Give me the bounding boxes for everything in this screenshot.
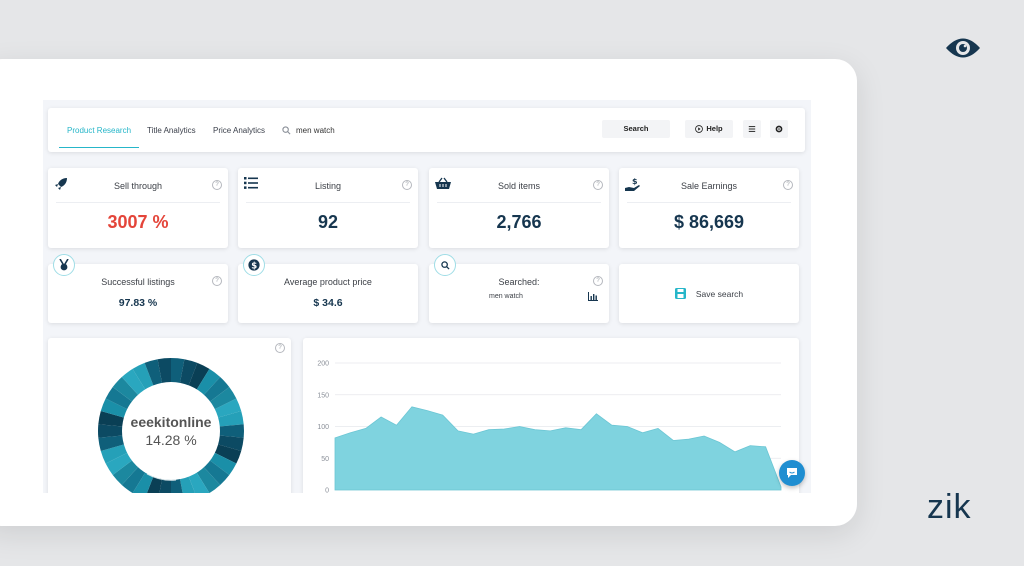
search-icon xyxy=(440,260,450,270)
sale-earnings-value: $ 86,669 xyxy=(673,212,745,232)
avg-price-value: $ 34.6 xyxy=(313,297,343,309)
sold-items-title: Sold items xyxy=(497,181,541,191)
y-tick-label: 0 xyxy=(325,488,329,494)
tab-product-research[interactable]: Product Research xyxy=(59,114,140,148)
play-icon xyxy=(695,125,704,133)
successful-listings-value: 97.83 % xyxy=(118,297,158,309)
medal-icon xyxy=(59,259,69,271)
save-icon xyxy=(674,288,686,299)
sale-earnings-title: Sale Earnings xyxy=(680,181,738,191)
listing-value: 92 xyxy=(317,212,339,232)
hand-dollar-icon: $ xyxy=(625,177,640,191)
searched-title: Searched: xyxy=(498,277,540,287)
help-circle-icon[interactable]: ? xyxy=(783,180,793,190)
zik-logo: zik xyxy=(927,488,972,526)
help-circle-icon[interactable]: ? xyxy=(212,180,222,190)
search-box[interactable]: men watch xyxy=(282,114,335,147)
avg-price-card: $ Average product price $ 34.6 xyxy=(238,254,418,323)
search-input[interactable]: men watch xyxy=(296,126,335,135)
basket-icon xyxy=(435,177,451,189)
divider xyxy=(56,202,220,203)
y-tick-label: 200 xyxy=(317,361,329,368)
divider xyxy=(246,202,410,203)
help-circle-icon[interactable]: ? xyxy=(402,180,412,190)
save-search-button[interactable]: Save search xyxy=(619,264,799,323)
svg-text:$: $ xyxy=(251,261,257,271)
donut-card: ? eeekitonline 14.28 % xyxy=(48,338,291,493)
help-label: Help xyxy=(706,124,723,133)
bar-chart-icon[interactable] xyxy=(588,292,598,301)
successful-listings-title: Successful listings xyxy=(101,277,175,287)
sliders-icon xyxy=(748,126,756,132)
filter-button[interactable] xyxy=(743,120,761,138)
divider xyxy=(437,202,601,203)
tab-title-analytics[interactable]: Title Analytics xyxy=(147,126,196,135)
listing-title: Listing xyxy=(314,181,341,191)
search-badge xyxy=(434,254,456,276)
help-button[interactable]: Help xyxy=(685,120,733,138)
sale-earnings-card: $ Sale Earnings ? $ 86,669 xyxy=(619,168,799,248)
donut-value: 14.28 % xyxy=(145,432,197,448)
y-tick-label: 150 xyxy=(317,392,329,399)
sell-through-card: Sell through ? 3007 % xyxy=(48,168,228,248)
dollar-circle-icon: $ xyxy=(248,259,260,271)
donut-chart xyxy=(97,358,245,493)
dollar-badge: $ xyxy=(243,254,265,276)
svg-text:$: $ xyxy=(632,177,638,186)
area-chart: 200 150 100 50 0 xyxy=(317,361,782,494)
help-circle-icon[interactable]: ? xyxy=(593,180,603,190)
list-icon xyxy=(244,177,258,189)
area-series xyxy=(334,406,782,491)
sold-items-card: Sold items ? 2,766 xyxy=(429,168,609,248)
tab-price-analytics[interactable]: Price Analytics xyxy=(213,126,266,135)
gear-icon xyxy=(775,125,783,133)
avg-price-title: Average product price xyxy=(284,277,372,287)
help-circle-icon[interactable]: ? xyxy=(212,276,222,286)
rocket-icon xyxy=(55,178,67,190)
sell-through-title: Sell through xyxy=(113,181,163,191)
chat-button[interactable] xyxy=(779,460,805,486)
y-tick-label: 50 xyxy=(321,456,329,463)
chat-icon xyxy=(787,468,797,478)
help-circle-icon[interactable]: ? xyxy=(593,276,603,286)
y-tick-label: 100 xyxy=(317,424,329,431)
successful-listings-card: Successful listings ? 97.83 % xyxy=(48,254,228,323)
search-icon xyxy=(282,126,291,135)
help-circle-icon[interactable]: ? xyxy=(275,343,285,353)
settings-button[interactable] xyxy=(770,120,788,138)
eye-icon xyxy=(946,38,980,58)
donut-label: eeekitonline xyxy=(130,414,212,430)
sell-through-value: 3007 % xyxy=(107,212,169,232)
area-chart-card: 200 150 100 50 0 xyxy=(303,338,799,493)
save-search-label: Save search xyxy=(695,288,744,299)
divider xyxy=(627,202,791,203)
searched-card: Searched: ? men watch xyxy=(429,254,609,323)
search-button[interactable]: Search xyxy=(602,120,670,138)
listing-card: Listing ? 92 xyxy=(238,168,418,248)
sold-items-value: 2,766 xyxy=(496,212,542,232)
dashboard: Product Research Title Analytics Price A… xyxy=(43,100,811,493)
medal-badge xyxy=(53,254,75,276)
toolbar: Product Research Title Analytics Price A… xyxy=(48,108,805,152)
searched-value: men watch xyxy=(489,293,523,300)
